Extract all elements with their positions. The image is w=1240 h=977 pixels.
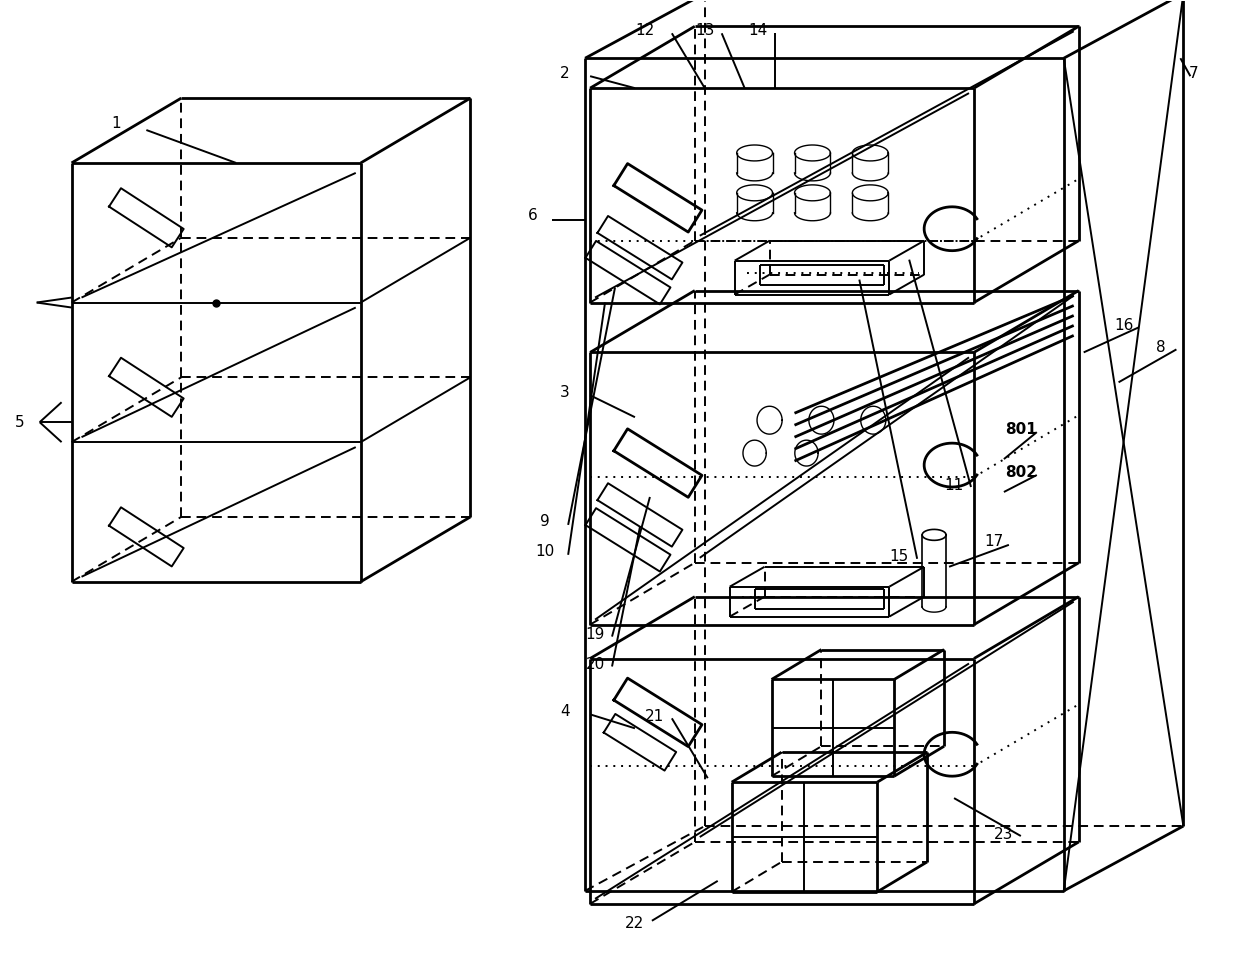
Text: 3: 3 <box>560 385 570 400</box>
Text: 4: 4 <box>560 703 570 719</box>
Text: 21: 21 <box>645 709 665 724</box>
Text: 12: 12 <box>635 22 655 38</box>
Text: 6: 6 <box>527 208 537 224</box>
Text: 7: 7 <box>1189 65 1198 81</box>
Text: 9: 9 <box>541 515 551 530</box>
Text: 2: 2 <box>560 65 570 81</box>
Text: 13: 13 <box>696 22 714 38</box>
Text: 22: 22 <box>625 916 645 931</box>
Text: 19: 19 <box>585 627 605 642</box>
Text: 5: 5 <box>15 414 25 430</box>
Text: 16: 16 <box>1114 318 1133 333</box>
Text: 8: 8 <box>1156 340 1166 355</box>
Text: 802: 802 <box>1004 464 1037 480</box>
Text: 1: 1 <box>112 115 122 131</box>
Text: 801: 801 <box>1004 422 1037 437</box>
Text: 17: 17 <box>985 534 1003 549</box>
Text: 15: 15 <box>889 549 909 565</box>
Text: 14: 14 <box>748 22 768 38</box>
Text: 23: 23 <box>994 827 1013 841</box>
Text: 20: 20 <box>585 657 605 672</box>
Text: 10: 10 <box>536 544 554 559</box>
Text: 11: 11 <box>945 478 963 492</box>
